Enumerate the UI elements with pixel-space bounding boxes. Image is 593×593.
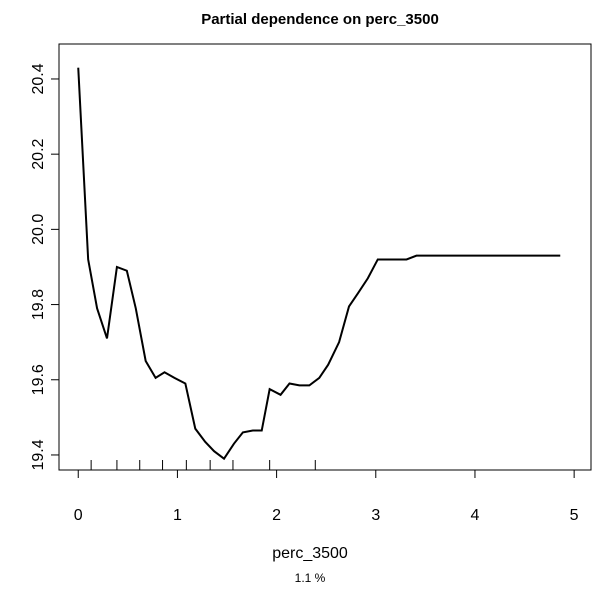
- x-axis-label: perc_3500: [272, 545, 348, 562]
- x-tick-label: 0: [74, 507, 83, 524]
- y-tick-label: 20.4: [30, 63, 47, 94]
- x-tick-label: 2: [272, 507, 281, 524]
- x-tick-label: 1: [173, 507, 182, 524]
- y-tick-label: 19.4: [30, 439, 47, 470]
- x-tick-label: 3: [371, 507, 380, 524]
- x-tick-label: 5: [570, 507, 579, 524]
- x-tick-label: 4: [471, 507, 480, 524]
- y-tick-label: 20.2: [30, 138, 47, 169]
- chart-title: Partial dependence on perc_3500: [201, 11, 439, 28]
- y-tick-label: 20.0: [30, 214, 47, 245]
- subtitle: 1.1 %: [295, 571, 326, 585]
- y-tick-label: 19.8: [30, 289, 47, 320]
- y-tick-label: 19.6: [30, 364, 47, 395]
- data-line: [77, 67, 561, 461]
- plot-frame: [58, 43, 592, 471]
